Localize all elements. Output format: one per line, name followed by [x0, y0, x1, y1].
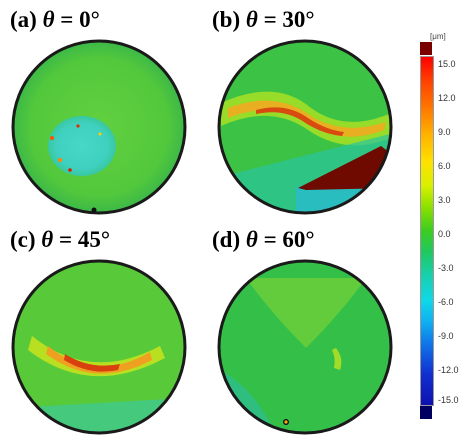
disc-a-spot [68, 168, 72, 172]
disc-a-image [11, 39, 187, 215]
panel-b-theta: θ [245, 7, 258, 32]
legend-tick: -15.0 [438, 395, 459, 405]
legend-unit: [μm] [430, 32, 446, 41]
panel-a-theta: θ [42, 7, 55, 32]
legend-colorbar [420, 56, 434, 406]
panel-b-label: (b) θ = 30° [212, 8, 315, 31]
disc-a-notch [91, 207, 97, 213]
legend-tick: 0.0 [438, 229, 451, 239]
legend-tick: 3.0 [438, 195, 451, 205]
legend-tick: -6.0 [438, 297, 454, 307]
panel-c-theta: θ [41, 227, 54, 252]
disc-b-image [217, 39, 393, 215]
disc-d-raised-area [246, 278, 366, 348]
disc-c-rim [11, 259, 187, 435]
legend-over-swatch [420, 42, 432, 55]
disc-d-rim [217, 259, 393, 435]
disc-d-dot [284, 420, 288, 424]
panel-a-prefix: (a) [10, 7, 43, 32]
legend-under-swatch [420, 406, 432, 419]
legend-tick: 12.0 [438, 93, 456, 103]
disc-a-spot [76, 124, 80, 128]
disc-d-image [217, 259, 393, 435]
panel-d-label: (d) θ = 60° [212, 228, 315, 251]
panel-d-value: = 60° [257, 227, 315, 252]
legend-tick: -3.0 [438, 263, 454, 273]
panel-b-prefix: (b) [212, 7, 246, 32]
panel-a-label: (a) θ = 0° [10, 8, 100, 31]
disc-c-ridge-peak [64, 354, 120, 372]
legend-tick: 15.0 [438, 59, 456, 69]
disc-c-ridge [46, 346, 152, 374]
panel-d-theta: θ [245, 227, 258, 252]
disc-a-depression [48, 116, 116, 176]
legend-tick: 9.0 [438, 127, 451, 137]
panel-c-value: = 45° [53, 227, 111, 252]
disc-c-image [11, 259, 187, 435]
disc-b-rim [217, 39, 393, 215]
legend-tick: 6.0 [438, 161, 451, 171]
panel-a-value: = 0° [54, 7, 100, 32]
disc-b-saturated-area [298, 146, 391, 190]
panel-b-value: = 30° [257, 7, 315, 32]
disc-d-spot [332, 348, 342, 370]
disc-a-spot [50, 136, 54, 140]
disc-a-spot [98, 132, 102, 136]
legend-tick: -9.0 [438, 331, 454, 341]
disc-a-spot [58, 158, 62, 162]
disc-b-ridge-peak [256, 107, 344, 136]
legend-tick: -12.0 [438, 365, 459, 375]
panel-c-label: (c) θ = 45° [10, 228, 110, 251]
panel-d-prefix: (d) [212, 227, 246, 252]
panel-c-prefix: (c) [10, 227, 42, 252]
